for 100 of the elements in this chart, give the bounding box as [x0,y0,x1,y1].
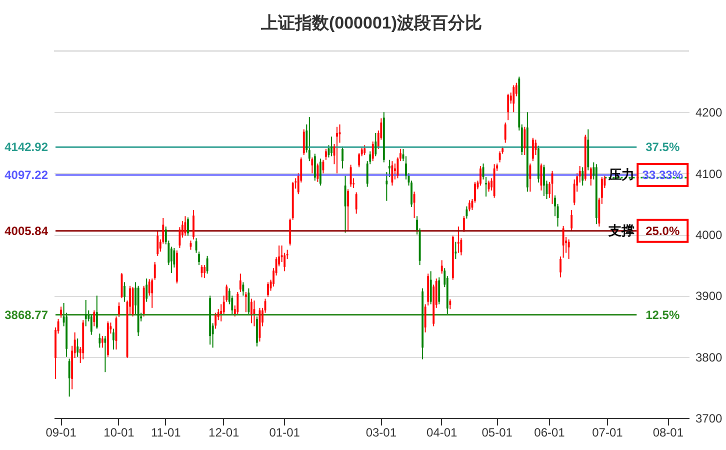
candlestick [314,153,316,182]
candlestick [322,159,324,174]
candlestick [68,358,70,398]
y-tick-label: 4100 [696,166,723,181]
candlestick [256,316,258,347]
candlestick [84,299,87,327]
candlestick [118,302,120,318]
candlestick [112,328,114,350]
candlestick [454,241,457,260]
candlestick [440,260,443,274]
candlestick [582,166,584,186]
candlestick [98,333,101,348]
candlestick [76,338,79,358]
x-tick-label: 11-01 [151,426,182,440]
candlestick [386,172,388,202]
candlestick [374,132,377,157]
candlestick [253,300,256,327]
candlestick [462,216,465,233]
candlestick [302,128,305,156]
candlestick [316,163,319,182]
candlestick [248,288,250,316]
ref-line-label: 3868.77 [4,308,48,322]
candlestick [104,336,106,373]
ref-line-label: 4097.22 [4,168,48,182]
ref-line-label: 4005.84 [4,224,48,238]
candlestick [438,276,440,305]
candlestick [480,165,482,186]
candlestick [534,139,537,156]
x-tick-label: 09-01 [46,426,77,440]
x-tick-label: 05-01 [482,426,513,440]
candlestick [372,141,374,162]
chart-title: 上证指数(000001)波段百分比 [260,13,482,32]
candlestick [242,282,244,296]
x-tick-label: 01-01 [269,426,300,440]
annotation: 12.5% [646,308,680,322]
candlestick [350,164,352,188]
candlestick [267,282,269,298]
x-tick-label: 12-01 [208,426,240,440]
candlestick [498,150,501,163]
y-tick-label: 3800 [696,350,723,364]
candlestick [96,295,98,330]
y-tick-label: 4200 [696,106,723,120]
candlestick [187,216,189,236]
candlestick [101,336,104,348]
candlestick [466,206,468,220]
y-tick-label: 3700 [696,412,723,426]
candlestick [468,200,470,212]
candlestick [93,310,96,327]
candlestick [532,137,534,162]
candlestick [570,210,573,232]
candlestick [311,156,314,174]
candlestick [336,126,338,174]
y-tick-label: 4000 [696,228,723,242]
candlestick [364,144,366,156]
candlestick [192,210,194,240]
candlestick [90,314,92,336]
candlestick [388,159,390,178]
candlestick [124,282,126,302]
candlestick [524,126,526,156]
candlestick [543,164,545,196]
candlestick [236,291,239,315]
candlestick [154,262,156,280]
candlestick [355,192,358,214]
candlestick [488,180,490,192]
candlestick [391,160,394,186]
y-tick-label: 3900 [696,289,723,304]
annotation: 37.5% [646,140,680,154]
candlestick [151,278,154,308]
candlestick [562,225,564,258]
candlestick [325,148,327,160]
ref-line-label: 4142.92 [4,140,48,154]
x-tick-label: 03-01 [366,426,397,440]
candlestick [308,116,310,162]
candlestick [250,298,252,324]
candlestick [289,218,292,246]
candlestick [204,264,206,278]
candlestick [239,273,242,292]
candlestick [319,158,322,186]
candlestick [330,136,332,157]
candlestick [347,188,350,232]
annotation: 25.0% [646,224,680,238]
candlestick [512,84,515,113]
candlestick [342,146,344,169]
annotation: 压力 [608,167,635,182]
candlestick [504,122,506,144]
candlestick [156,230,159,256]
x-tick-label: 07-01 [592,426,624,440]
candlestick [568,238,570,260]
x-tick-label: 04-01 [426,426,458,440]
x-tick-label: 10-01 [104,426,135,440]
candlestick [507,93,510,121]
x-tick-label: 08-01 [652,426,684,440]
candlestick [560,256,562,278]
candlestick [170,246,172,274]
candlestick [146,278,148,302]
candlestick [529,163,532,192]
candlestick [214,312,217,330]
candlestick [449,298,452,310]
candlestick [590,166,592,186]
candlestick [430,270,432,305]
